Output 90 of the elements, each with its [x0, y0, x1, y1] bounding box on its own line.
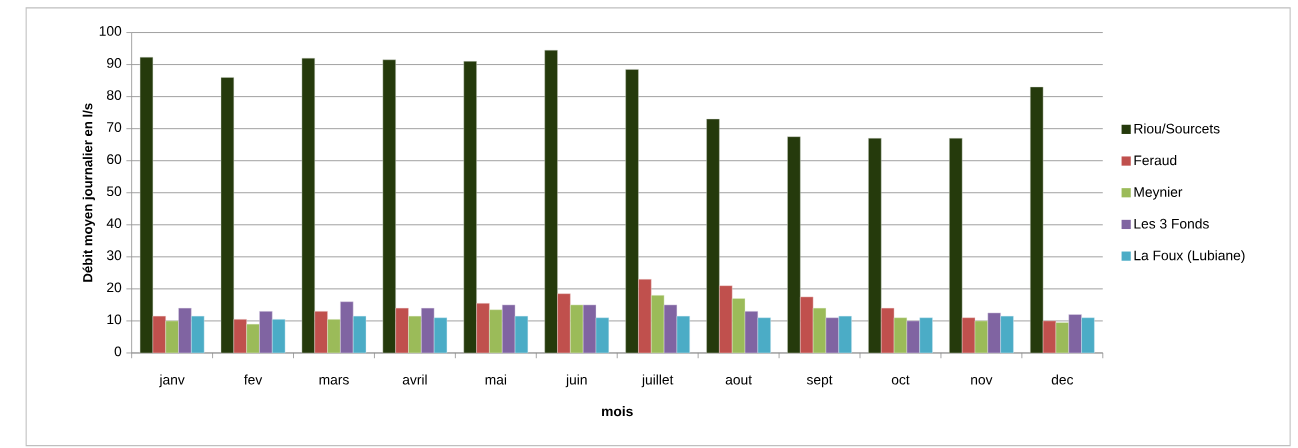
- bar: [246, 324, 260, 354]
- y-tick-label: 90: [107, 58, 122, 69]
- bar: [595, 317, 609, 354]
- y-tick-label: 60: [107, 154, 122, 165]
- bar: [514, 316, 529, 354]
- bar: [625, 69, 639, 354]
- bar: [825, 317, 839, 354]
- x-axis-title: mois: [602, 406, 633, 417]
- bar: [706, 119, 720, 354]
- bar: [395, 308, 409, 354]
- bar: [719, 285, 733, 354]
- x-tick-label: sept: [806, 375, 833, 388]
- bar: [314, 311, 328, 354]
- y-tick-label: 80: [107, 90, 122, 101]
- bar: [868, 138, 882, 354]
- bar: [812, 308, 827, 354]
- y-tick-label: 0: [114, 346, 122, 357]
- bar: [259, 311, 273, 354]
- y-axis-title: Débit moyen journalier en l/s: [82, 103, 95, 282]
- x-tick-label: janv: [159, 374, 185, 388]
- bar: [1081, 317, 1095, 354]
- bar: [502, 304, 516, 354]
- bar: [949, 138, 963, 354]
- bar: [557, 293, 571, 354]
- bar: [1030, 86, 1044, 354]
- bar: [1068, 314, 1082, 354]
- x-tick-label: avril: [402, 374, 427, 385]
- y-tick-label: 20: [107, 282, 122, 293]
- bar: [544, 50, 558, 354]
- x-tick-label: mai: [485, 374, 507, 385]
- x-tick-label: juillet: [641, 374, 674, 388]
- y-tick-label: 100: [99, 26, 122, 37]
- bar: [272, 319, 286, 354]
- bar: [340, 301, 354, 354]
- bar: [787, 136, 801, 354]
- y-tick-label: 70: [107, 122, 122, 133]
- x-tick-label: oct: [891, 375, 910, 385]
- y-tick-label: 10: [107, 314, 122, 325]
- bar: [433, 317, 448, 354]
- bar: [651, 295, 665, 354]
- bar: [974, 320, 989, 354]
- x-tick-label: nov: [971, 377, 993, 385]
- bar: [919, 317, 933, 354]
- legend-label: Les 3 Fonds: [1134, 218, 1209, 229]
- x-tick-label: aout: [725, 375, 752, 385]
- bar: [476, 303, 490, 354]
- bar: [178, 308, 192, 354]
- bar: [191, 316, 205, 354]
- bar: [987, 312, 1001, 354]
- bar: [732, 298, 746, 354]
- bar: [757, 317, 771, 354]
- bar: [906, 320, 920, 354]
- bar: [463, 61, 477, 354]
- bar: [301, 58, 315, 354]
- bar: [220, 77, 235, 354]
- bar: [421, 308, 435, 354]
- bar: [961, 317, 976, 354]
- legend-label: Meynier: [1134, 186, 1183, 200]
- bar: [838, 316, 852, 354]
- bar: [570, 304, 584, 354]
- bar: [165, 320, 179, 354]
- bar: [489, 309, 503, 354]
- bar: [663, 304, 678, 354]
- bar: [881, 308, 895, 354]
- bar: [233, 319, 247, 354]
- bar: [893, 317, 908, 354]
- legend-label: Riou/Sourcets: [1134, 123, 1220, 134]
- bar: [676, 316, 690, 354]
- bar: [139, 57, 154, 354]
- legend-label: Feraud: [1134, 155, 1177, 166]
- legend-label: La Foux (Lubiane): [1134, 250, 1245, 264]
- x-tick-label: mars: [319, 377, 349, 385]
- bar: [800, 296, 814, 354]
- bar: [1055, 322, 1069, 354]
- y-tick-label: 30: [106, 250, 122, 261]
- y-tick-label: 40: [106, 218, 122, 229]
- y-tick-label: 50: [106, 186, 122, 197]
- bar: [353, 316, 367, 354]
- bar: [382, 59, 396, 354]
- bar: [582, 304, 597, 354]
- bar: [1042, 320, 1057, 354]
- x-tick-label: fev: [244, 374, 263, 385]
- bar: [744, 311, 759, 354]
- x-tick-label: dec: [1051, 374, 1074, 385]
- bar: [408, 316, 422, 354]
- bar: [152, 316, 166, 354]
- bar: [327, 319, 341, 354]
- x-tick-label: juin: [565, 374, 587, 388]
- bar: [1000, 316, 1014, 354]
- bar: [638, 279, 652, 354]
